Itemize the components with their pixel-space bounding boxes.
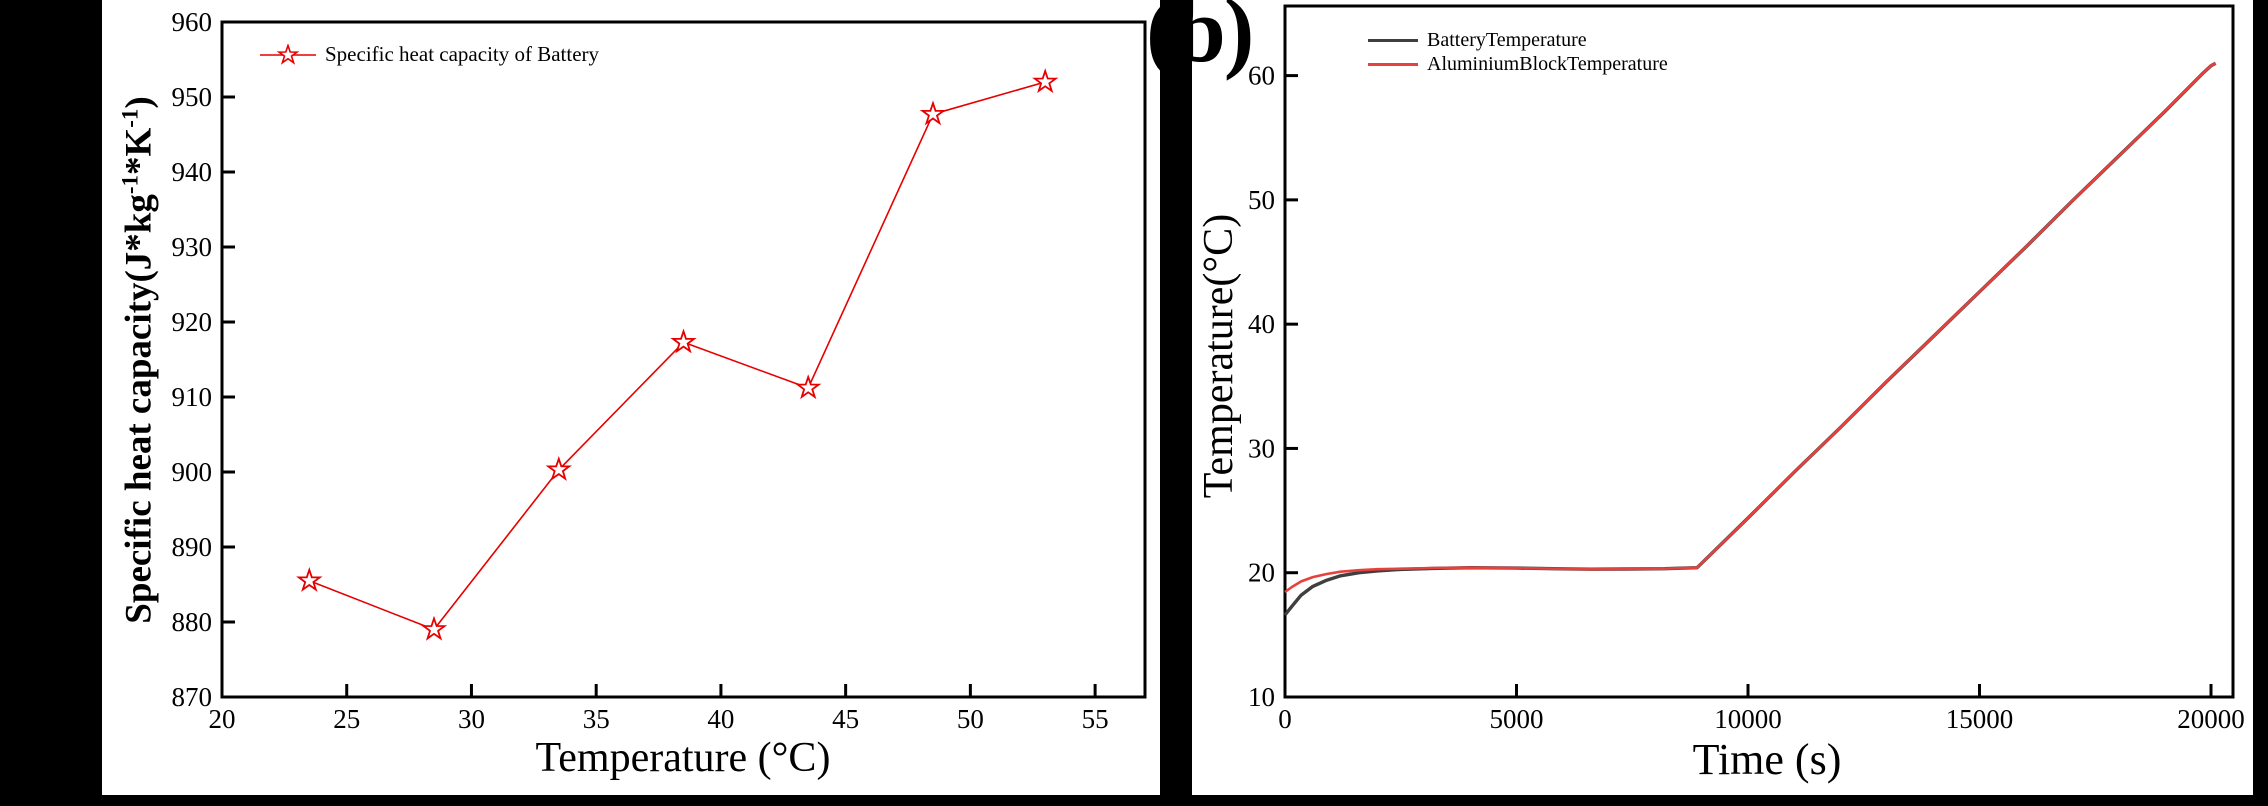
- data-point-star-marker: [795, 374, 822, 400]
- x-tick-label: 55: [1082, 704, 1109, 734]
- y-tick-label: 30: [1248, 433, 1275, 463]
- y-tick-label: 950: [172, 82, 213, 112]
- aluminium-legend-label: AluminiumBlockTemperature: [1427, 52, 1668, 75]
- y-title-superscript: -1: [117, 108, 143, 128]
- x-tick-label: 25: [333, 704, 360, 734]
- y-tick-label: 960: [172, 7, 213, 37]
- legend-line-star-icon: [260, 43, 316, 65]
- data-point-star-marker: [296, 566, 323, 592]
- chart2-x-axis-title: Time (s): [1692, 735, 1842, 784]
- chart1-x-axis-title: Temperature (°C): [535, 735, 831, 781]
- y-tick-label: 870: [172, 682, 213, 712]
- y-title-part: ): [118, 96, 160, 109]
- y-tick-label: 900: [172, 457, 213, 487]
- legend-row-aluminium: AluminiumBlockTemperature: [1368, 52, 1668, 76]
- x-tick-label: 20000: [2177, 704, 2245, 734]
- chart1-legend: Specific heat capacity of Battery: [260, 42, 599, 67]
- y-tick-label: 930: [172, 232, 213, 262]
- data-point-star-marker: [1032, 68, 1059, 94]
- battery-line-swatch-icon: [1368, 38, 1418, 42]
- y-tick-label: 50: [1248, 185, 1275, 215]
- panel-gap-divider: [1160, 0, 1192, 806]
- y-tick-label: 880: [172, 607, 213, 637]
- panel-specific-heat-chart: 20 25 30 35 40 45 50 55 870 880 890 900 910 920 930 940…: [102, 0, 1160, 795]
- legend-star-icon: [276, 43, 300, 65]
- x-tick-label: 35: [583, 704, 610, 734]
- plot-border: [1283, 4, 2235, 699]
- data-point-star-marker: [545, 456, 572, 481]
- x-tick-label: 40: [707, 704, 734, 734]
- specific-heat-chart-canvas: 20 25 30 35 40 45 50 55 870 880 890 900 910 920 930 940…: [172, 7, 1147, 734]
- plot-border: [220, 20, 1147, 699]
- chart2-legend: BatteryTemperature AluminiumBlockTempera…: [1368, 28, 1668, 76]
- data-point-star-marker: [919, 100, 947, 126]
- chart1-legend-label: Specific heat capacity of Battery: [325, 42, 600, 66]
- chart2-y-axis-title: Temperature(°C): [1196, 213, 1242, 499]
- data-point-star-marker: [670, 328, 697, 354]
- series-line-AluminiumBlockTemperature: [1284, 62, 2217, 594]
- y-title-superscript: -1: [117, 175, 143, 195]
- data-point-star-marker: [420, 615, 448, 641]
- y-tick-label: 60: [1248, 61, 1275, 91]
- x-tick-label: 5000: [1490, 704, 1544, 734]
- battery-legend-label: BatteryTemperature: [1427, 28, 1587, 51]
- y-title-part: Specific heat capacity(J*kg: [118, 194, 160, 624]
- chart1-y-axis-title: Specific heat capacity(J*kg-1*K-1): [117, 96, 160, 623]
- x-tick-label: 20: [209, 704, 236, 734]
- x-tick-label: 15000: [1946, 704, 2014, 734]
- temperature-time-chart-canvas: 0 5000 10000 15000 20000 10 20 30 40 50 60: [1248, 4, 2245, 734]
- y-tick-label: 890: [172, 532, 213, 562]
- y-tick-label: 40: [1248, 309, 1275, 339]
- y-tick-label: 940: [172, 157, 213, 187]
- series-line-BatteryTemperature: [1283, 61, 2217, 617]
- x-tick-label: 50: [957, 704, 984, 734]
- y-tick-label: 20: [1248, 558, 1275, 588]
- y-tick-label: 910: [172, 382, 213, 412]
- y-title-part: *K: [118, 127, 160, 176]
- legend-row-battery: BatteryTemperature: [1368, 28, 1668, 52]
- y-tick-label: 10: [1248, 682, 1275, 712]
- y-tick-label: 920: [172, 307, 213, 337]
- x-tick-label: 30: [458, 704, 485, 734]
- x-tick-label: 10000: [1714, 704, 1782, 734]
- x-tick-label: 45: [832, 704, 859, 734]
- x-tick-label: 0: [1278, 704, 1292, 734]
- panel-temperature-time-chart: 0 5000 10000 15000 20000 10 20 30 40 50 60 Battery…: [1192, 0, 2253, 795]
- aluminium-line-swatch-icon: [1368, 62, 1418, 66]
- series-line-Specific heat capacity of Battery: [309, 81, 1046, 631]
